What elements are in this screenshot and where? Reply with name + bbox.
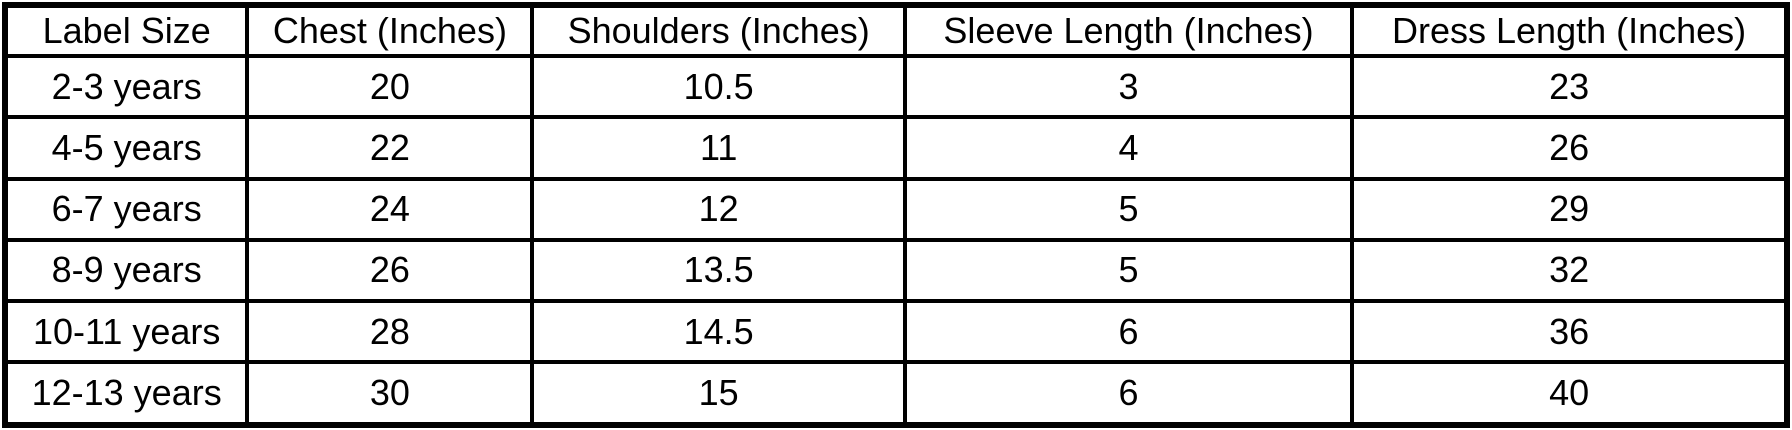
cell-sleeve-length: 4 <box>902 115 1355 181</box>
column-header-chest: Chest (Inches) <box>245 3 535 58</box>
cell-chest: 28 <box>245 299 535 365</box>
cell-dress-length: 26 <box>1350 115 1789 181</box>
cell-label-size: 2-3 years <box>2 53 250 120</box>
table-row: 4-5 years 22 11 4 26 <box>2 115 1789 181</box>
column-header-dress-length: Dress Length (Inches) <box>1350 3 1789 58</box>
cell-shoulders: 11 <box>530 115 907 181</box>
cell-shoulders: 12 <box>530 176 907 242</box>
column-header-shoulders: Shoulders (Inches) <box>530 3 907 58</box>
header-row: Label Size Chest (Inches) Shoulders (Inc… <box>2 3 1789 58</box>
cell-label-size: 4-5 years <box>2 115 250 181</box>
cell-shoulders: 14.5 <box>530 299 907 365</box>
cell-dress-length: 40 <box>1350 360 1789 427</box>
cell-dress-length: 23 <box>1350 53 1789 120</box>
cell-dress-length: 36 <box>1350 299 1789 365</box>
cell-dress-length: 32 <box>1350 237 1789 304</box>
cell-chest: 20 <box>245 53 535 120</box>
cell-shoulders: 15 <box>530 360 907 427</box>
cell-label-size: 6-7 years <box>2 176 250 242</box>
column-header-sleeve-length: Sleeve Length (Inches) <box>902 3 1355 58</box>
cell-chest: 26 <box>245 237 535 304</box>
cell-chest: 24 <box>245 176 535 242</box>
table-row: 6-7 years 24 12 5 29 <box>2 176 1789 242</box>
cell-chest: 22 <box>245 115 535 181</box>
table-row: 10-11 years 28 14.5 6 36 <box>2 299 1789 365</box>
cell-sleeve-length: 3 <box>902 53 1355 120</box>
cell-label-size: 12-13 years <box>2 360 250 427</box>
cell-shoulders: 10.5 <box>530 53 907 120</box>
cell-label-size: 8-9 years <box>2 237 250 304</box>
cell-sleeve-length: 6 <box>902 299 1355 365</box>
table-row: 2-3 years 20 10.5 3 23 <box>2 53 1789 120</box>
table-row: 12-13 years 30 15 6 40 <box>2 360 1789 427</box>
column-header-label-size: Label Size <box>2 3 250 58</box>
cell-dress-length: 29 <box>1350 176 1789 242</box>
cell-sleeve-length: 6 <box>902 360 1355 427</box>
cell-shoulders: 13.5 <box>530 237 907 304</box>
cell-sleeve-length: 5 <box>902 237 1355 304</box>
table-row: 8-9 years 26 13.5 5 32 <box>2 237 1789 304</box>
cell-sleeve-length: 5 <box>902 176 1355 242</box>
cell-label-size: 10-11 years <box>2 299 250 365</box>
cell-chest: 30 <box>245 360 535 427</box>
